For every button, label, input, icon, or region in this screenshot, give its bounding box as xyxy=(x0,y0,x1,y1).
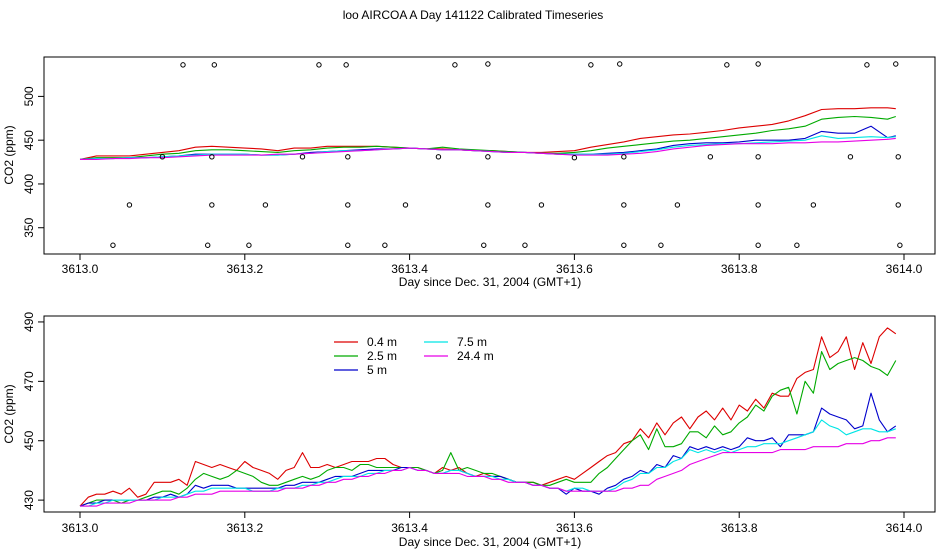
sample-marker-29 xyxy=(485,202,491,208)
top-plot-frame xyxy=(43,56,936,255)
sample-marker-0 xyxy=(180,62,186,68)
legend-label-2: 5 m xyxy=(367,363,387,377)
sample-marker-2 xyxy=(316,62,322,68)
bottom-y-axis-title: CO2 (ppm) xyxy=(2,384,16,443)
sample-marker-46 xyxy=(794,242,800,248)
sample-marker-26 xyxy=(262,202,269,208)
sample-marker-42 xyxy=(522,242,528,248)
bottom-y-tick-label-2: 470 xyxy=(22,371,36,391)
sample-marker-20 xyxy=(707,154,714,160)
bottom-y-tick-label-0: 430 xyxy=(22,490,36,510)
bottom-y-tick-label-3: 490 xyxy=(22,312,36,332)
sample-marker-10 xyxy=(864,62,870,68)
sample-marker-32 xyxy=(674,202,681,208)
sample-marker-23 xyxy=(895,154,901,160)
top-marker-layer xyxy=(110,61,903,248)
sample-marker-6 xyxy=(588,62,594,68)
legend-label-0: 0.4 m xyxy=(367,335,397,349)
sample-marker-31 xyxy=(621,202,627,208)
sample-marker-14 xyxy=(299,154,306,160)
sample-marker-8 xyxy=(724,62,730,68)
bottom-x-axis: 3613.0 3613.2 3613.4 3613.6 3613.8 3614.0 xyxy=(62,512,923,535)
sample-marker-9 xyxy=(755,61,761,67)
bottom-series-24-4-m-line xyxy=(80,437,896,507)
top-x-axis: 3613.0 3613.2 3613.4 3613.6 3613.8 3614.0 xyxy=(62,254,923,276)
sample-marker-45 xyxy=(755,242,761,248)
sample-marker-38 xyxy=(246,242,252,248)
sample-marker-25 xyxy=(209,202,215,208)
top-series-2-5-m-line xyxy=(79,115,896,160)
top-x-tick-label-4: 3613.8 xyxy=(721,262,758,276)
top-x-tick-label-3: 3613.6 xyxy=(556,262,593,276)
top-y-tick-label-1: 400 xyxy=(22,174,36,194)
top-y-tick-label-3: 500 xyxy=(22,86,36,106)
legend: 0.4 m 2.5 m 5 m 7.5 m 24.4 m xyxy=(334,335,494,377)
legend-label-3: 7.5 m xyxy=(457,335,487,349)
legend-label-1: 2.5 m xyxy=(367,349,397,363)
sample-marker-40 xyxy=(382,242,388,248)
bottom-x-axis-title: Day since Dec. 31, 2004 (GMT+1) xyxy=(399,535,581,549)
sample-marker-15 xyxy=(345,154,351,160)
sample-marker-37 xyxy=(205,242,211,248)
bottom-plot-frame xyxy=(43,315,936,513)
sample-marker-11 xyxy=(893,61,899,67)
sample-marker-27 xyxy=(345,202,351,208)
bottom-y-axis: 430 450 470 490 xyxy=(22,312,44,510)
bottom-series-layer xyxy=(79,327,897,507)
sample-marker-30 xyxy=(538,202,545,208)
bottom-x-tick-label-2: 3613.4 xyxy=(391,521,428,535)
sample-marker-12 xyxy=(159,154,166,160)
bottom-x-tick-label-0: 3613.0 xyxy=(62,521,99,535)
top-y-axis-title: CO2 (ppm) xyxy=(2,125,16,184)
top-y-axis: 350 400 450 500 xyxy=(22,86,44,238)
top-y-tick-label-2: 450 xyxy=(22,130,36,150)
sample-marker-33 xyxy=(755,202,761,208)
sample-marker-19 xyxy=(621,154,627,160)
sample-marker-22 xyxy=(847,154,854,160)
sample-marker-24 xyxy=(126,202,133,208)
sample-marker-5 xyxy=(485,61,491,67)
figure-title: loo AIRCOA A Day 141122 Calibrated Times… xyxy=(343,8,604,22)
legend-label-4: 24.4 m xyxy=(457,349,494,363)
sample-marker-13 xyxy=(209,154,215,160)
sample-marker-7 xyxy=(617,61,623,67)
sample-marker-43 xyxy=(621,242,627,248)
sample-marker-41 xyxy=(481,242,487,248)
sample-marker-1 xyxy=(211,62,218,68)
bottom-series-0-4-m-line xyxy=(79,327,897,507)
sample-marker-21 xyxy=(755,154,761,160)
bottom-series-2-5-m-line xyxy=(79,351,897,507)
sample-marker-17 xyxy=(485,154,491,160)
sample-marker-18 xyxy=(571,154,578,161)
sample-marker-28 xyxy=(402,202,409,208)
sample-marker-39 xyxy=(345,242,351,248)
sample-marker-4 xyxy=(452,62,458,68)
bottom-panel: 3613.0 3613.2 3613.4 3613.6 3613.8 3614.0 430… xyxy=(2,312,936,549)
sample-marker-47 xyxy=(897,242,903,248)
sample-marker-3 xyxy=(343,62,349,68)
bottom-series-7-5-m-line xyxy=(80,419,896,507)
top-panel: 3613.0 3613.2 3613.4 3613.6 3613.8 3614.0 350… xyxy=(2,56,936,289)
sample-marker-44 xyxy=(658,242,664,248)
sample-marker-35 xyxy=(895,202,901,208)
sample-marker-16 xyxy=(435,154,442,160)
top-x-tick-label-1: 3613.2 xyxy=(226,262,263,276)
bottom-y-tick-label-1: 450 xyxy=(22,430,36,450)
top-x-axis-title: Day since Dec. 31, 2004 (GMT+1) xyxy=(399,275,581,289)
top-series-24-4-m-line xyxy=(80,137,896,160)
sample-marker-34 xyxy=(810,202,817,208)
top-x-tick-label-5: 3614.0 xyxy=(886,262,923,276)
top-x-tick-label-0: 3613.0 xyxy=(62,262,99,276)
bottom-x-tick-label-4: 3613.8 xyxy=(721,521,758,535)
bottom-x-tick-label-3: 3613.6 xyxy=(556,521,593,535)
sample-marker-36 xyxy=(110,242,116,248)
bottom-series-5-m-line xyxy=(79,392,897,507)
top-x-tick-label-2: 3613.4 xyxy=(391,262,428,276)
top-y-tick-label-0: 350 xyxy=(22,217,36,237)
top-series-layer xyxy=(79,107,896,160)
bottom-x-tick-label-1: 3613.2 xyxy=(226,521,263,535)
bottom-x-tick-label-5: 3614.0 xyxy=(886,521,923,535)
